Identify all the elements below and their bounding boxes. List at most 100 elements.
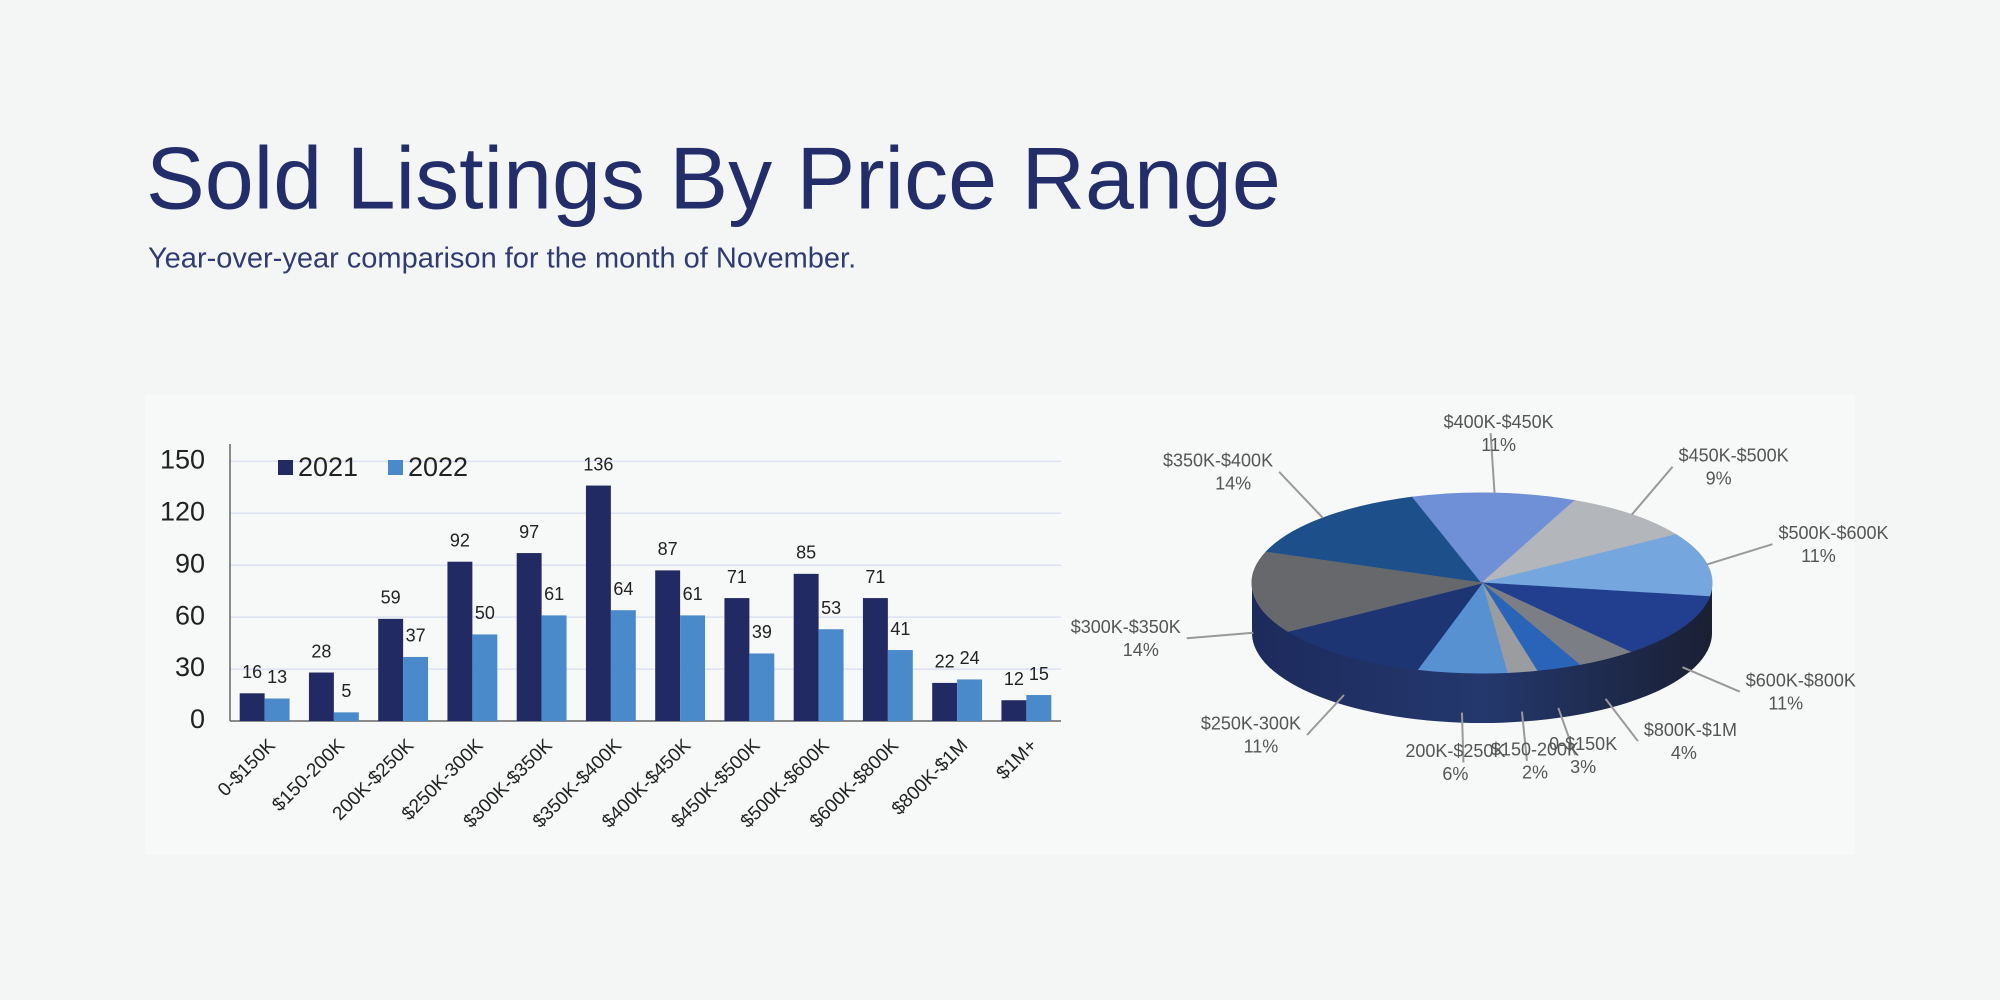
value-label: 37 <box>406 626 426 646</box>
pie-slice <box>1251 551 1483 632</box>
legend-swatch <box>278 460 293 475</box>
leader-line <box>1278 471 1324 519</box>
bar <box>793 573 819 721</box>
pie-slice <box>1286 582 1484 670</box>
bar <box>472 634 498 721</box>
value-label: 12 <box>1004 669 1024 689</box>
value-label: 92 <box>450 530 470 550</box>
page-title: Sold Listings By Price Range <box>146 128 1281 227</box>
value-label: 28 <box>311 641 331 661</box>
bar <box>610 610 636 721</box>
bar <box>724 598 750 721</box>
leader-line <box>1706 543 1773 566</box>
pie-label: $250K-300K <box>1201 714 1301 734</box>
bar <box>680 615 706 721</box>
bar <box>957 679 983 721</box>
bar <box>818 629 844 721</box>
value-label: 97 <box>519 522 539 542</box>
bar <box>378 618 404 721</box>
value-label: 136 <box>583 454 613 474</box>
pie-value-label: 11% <box>1481 435 1516 455</box>
value-label: 16 <box>242 662 262 682</box>
leader-line <box>1557 707 1577 756</box>
pie-label: $350K-$400K <box>1163 451 1273 471</box>
value-label: 64 <box>613 579 633 599</box>
bar <box>264 698 290 721</box>
bar <box>447 561 473 721</box>
leader-line <box>1460 712 1465 763</box>
bar <box>862 598 888 721</box>
leader-line <box>1489 433 1496 494</box>
pie-label: $600K-$800K <box>1746 670 1856 690</box>
page-subtitle: Year-over-year comparison for the month … <box>148 243 856 275</box>
value-label: 39 <box>752 622 772 642</box>
bar <box>1001 700 1027 721</box>
value-label: 87 <box>658 539 678 559</box>
y-tick-label: 0 <box>190 704 205 734</box>
pie-value-label: 11% <box>1768 693 1803 713</box>
pie-value-label: 11% <box>1244 737 1279 757</box>
pie-value-label: 4% <box>1671 743 1697 763</box>
value-label: 41 <box>890 619 910 639</box>
pie-slice <box>1264 496 1484 584</box>
y-tick-label: 150 <box>160 444 205 474</box>
value-label: 22 <box>935 652 955 672</box>
pie-value-label: 14% <box>1123 640 1159 660</box>
value-label: 71 <box>727 567 747 587</box>
value-label: 61 <box>683 584 703 604</box>
pie-value-label: 14% <box>1215 474 1251 494</box>
bar <box>403 656 429 721</box>
pie-slice <box>1481 534 1713 598</box>
leader-line <box>1186 631 1254 640</box>
pie-label: $500K-$600K <box>1778 523 1888 543</box>
y-tick-label: 60 <box>175 600 205 630</box>
pie-label: $400K-$450K <box>1444 412 1554 432</box>
legend-label: 2021 <box>298 452 358 482</box>
leader-line <box>1520 711 1528 761</box>
bar <box>1026 695 1052 721</box>
bar <box>749 653 775 721</box>
value-label: 5 <box>341 681 351 701</box>
value-label: 61 <box>544 584 564 604</box>
pie-label: $150-200K <box>1491 740 1579 760</box>
pie-value-label: 3% <box>1570 757 1596 777</box>
pie-slice <box>1411 492 1576 584</box>
pie-label: 0-$150K <box>1549 734 1617 754</box>
pie-label: $450K-$500K <box>1679 445 1789 465</box>
pie-value-label: 2% <box>1522 763 1548 783</box>
leader-line <box>1604 698 1639 742</box>
pie-value-label: 11% <box>1801 546 1836 566</box>
y-tick-label: 120 <box>160 496 205 526</box>
pie-label: 200K-$250K <box>1405 741 1505 761</box>
value-label: 71 <box>865 567 885 587</box>
leader-line <box>1306 694 1345 736</box>
value-label: 24 <box>960 648 980 668</box>
value-label: 59 <box>381 588 401 608</box>
bar <box>585 485 611 721</box>
bar <box>887 650 913 721</box>
value-label: 15 <box>1029 664 1049 684</box>
bar <box>239 693 265 721</box>
pie-slice <box>1481 500 1678 584</box>
value-label: 50 <box>475 603 495 623</box>
pie-value-label: 6% <box>1442 764 1468 784</box>
value-label: 13 <box>267 667 287 687</box>
leader-line <box>1630 466 1674 516</box>
bar <box>541 615 567 721</box>
legend-label: 2022 <box>408 452 468 482</box>
y-tick-label: 90 <box>175 548 205 578</box>
value-label: 53 <box>821 598 841 618</box>
pie-value-label: 9% <box>1706 468 1732 488</box>
y-tick-label: 30 <box>175 652 205 682</box>
bar <box>308 672 334 721</box>
leader-line <box>1682 666 1741 693</box>
pie-slice <box>1481 582 1711 653</box>
pie-label: $800K-$1M <box>1644 720 1737 740</box>
pie-side <box>1252 583 1712 723</box>
pie-label: $300K-$350K <box>1071 617 1181 637</box>
bar <box>932 682 958 721</box>
value-label: 85 <box>796 543 816 563</box>
legend-swatch <box>388 460 403 475</box>
